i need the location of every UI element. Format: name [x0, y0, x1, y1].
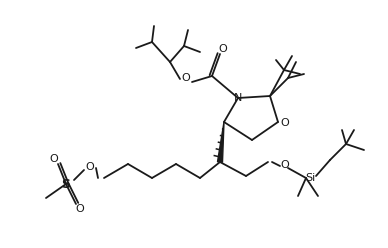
Text: O: O [182, 73, 191, 83]
Text: O: O [86, 162, 94, 172]
Polygon shape [218, 122, 224, 162]
Text: O: O [281, 118, 289, 128]
Text: O: O [281, 160, 289, 170]
Text: N: N [234, 93, 242, 103]
Text: O: O [218, 44, 227, 54]
Text: S: S [62, 178, 71, 190]
Text: Si: Si [305, 173, 315, 183]
Text: O: O [50, 154, 58, 164]
Text: O: O [76, 204, 84, 214]
